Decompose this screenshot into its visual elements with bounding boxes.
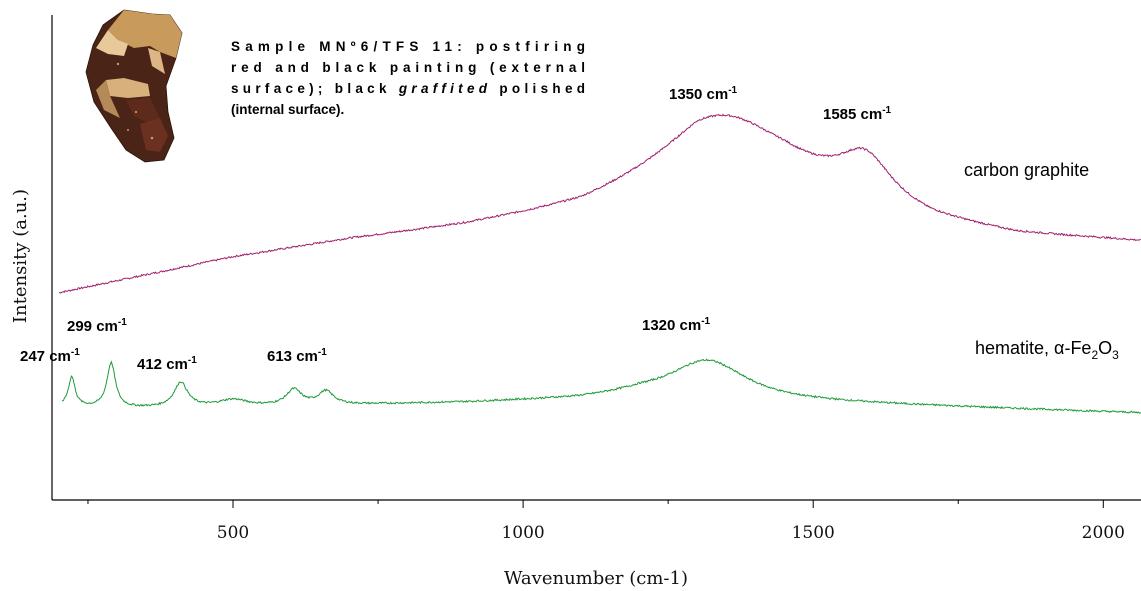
sample-description-line-1: Sample MNº6/TFS 11: postfiring <box>231 39 585 54</box>
sample-description: Sample MNº6/TFS 11: postfiring red and b… <box>231 39 585 117</box>
pottery-sherd-image <box>85 9 183 163</box>
x-tick-label-1000: 1000 <box>501 523 544 543</box>
hematite-label: hematite, α-Fe2O3 <box>975 338 1119 362</box>
sample-description-line-3: surface); black graffited polished <box>231 81 585 96</box>
x-axis-ticks: 500 1000 1500 2000 <box>87 500 1125 543</box>
x-tick-label-500: 500 <box>217 523 249 543</box>
sample-description-line-2: red and black painting (external <box>231 60 585 75</box>
peak-label-1350: 1350 cm-1 <box>669 85 738 103</box>
peak-label-299: 299 cm-1 <box>67 317 127 335</box>
x-tick-label-2000: 2000 <box>1082 523 1125 543</box>
hematite-spectrum-line <box>61 358 1141 414</box>
sample-description-line-4: (internal surface). <box>231 102 344 117</box>
peak-label-247: 247 cm-1 <box>20 347 80 365</box>
peak-label-1320: 1320 cm-1 <box>642 316 711 334</box>
y-axis-label: Intensity (a.u.) <box>10 189 31 323</box>
x-axis-label: Wavenumber (cm-1) <box>504 568 688 589</box>
carbon-graphite-label: carbon graphite <box>964 160 1089 180</box>
x-tick-label-1500: 1500 <box>792 523 835 543</box>
peak-label-1585: 1585 cm-1 <box>823 105 892 123</box>
peak-label-412: 412 cm-1 <box>137 355 197 373</box>
carbon-graphite-spectrum-line <box>58 113 1141 294</box>
peak-label-613: 613 cm-1 <box>267 347 327 365</box>
peak-labels: 1350 cm-1 1585 cm-1 247 cm-1 299 cm-1 41… <box>20 85 892 373</box>
